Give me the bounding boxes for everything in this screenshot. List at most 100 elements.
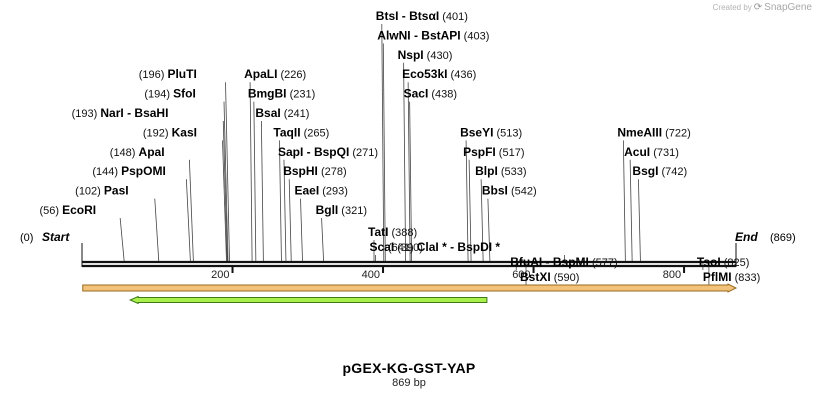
site-position: (196) (139, 69, 168, 81)
svg-text:BseYI (513): BseYI (513) (460, 125, 522, 139)
orange-feature[interactable] (82, 283, 738, 293)
site-enzyme: BseYI (460, 125, 493, 139)
axis-tick-label: 400 (362, 269, 380, 281)
site-bbsi[interactable]: BbsI (542) (482, 184, 537, 198)
site-apali[interactable]: ApaLI (226) (244, 67, 306, 81)
site-alwni[interactable]: AlwNI - BstAPI (403) (377, 28, 489, 42)
site-position: (241) (281, 108, 310, 120)
site-kasi[interactable]: (192) KasI (143, 125, 197, 139)
svg-text:PspFI (517): PspFI (517) (463, 145, 524, 159)
svg-text:TatI (388): TatI (388) (368, 225, 417, 239)
site-scai[interactable]: ScaI (390) (370, 240, 423, 254)
site-bseyi[interactable]: BseYI (513) (460, 125, 522, 139)
site-acui[interactable]: AcuI (731) (624, 145, 679, 159)
svg-text:SacI (438): SacI (438) (404, 87, 457, 101)
site-position: (390) (394, 242, 423, 254)
site-pluti[interactable]: (196) PluTI (139, 67, 197, 81)
site-bsphi[interactable]: BspHI (278) (283, 164, 346, 178)
svg-text:NspI (430): NspI (430) (398, 48, 453, 62)
site-pspomi[interactable]: (144) PspOMI (92, 164, 165, 178)
green-feature[interactable] (128, 295, 488, 305)
site-position: (517) (496, 147, 525, 159)
sequence-ends: (0) Start End (869) (20, 230, 796, 244)
site-position: (825) (721, 257, 750, 269)
site-position: (833) (732, 272, 761, 284)
svg-text:(148) ApaI: (148) ApaI (110, 145, 165, 159)
site-bmgbi[interactable]: BmgBI (231) (248, 87, 315, 101)
site-enzyme: PluTI (167, 67, 196, 81)
site-enzyme: TaqII (273, 125, 300, 139)
site-leader (465, 140, 469, 262)
site-apai[interactable]: (148) ApaI (110, 145, 165, 159)
site-leader (300, 198, 303, 262)
site-position: (265) (301, 127, 330, 139)
svg-text:BsaI (241): BsaI (241) (255, 106, 309, 120)
site-position: (144) (92, 166, 121, 178)
site-enzyme: TatI (368, 225, 388, 239)
site-tsoi[interactable]: TsoI (825) (697, 255, 750, 269)
site-pspfi[interactable]: PspFI (517) (463, 145, 524, 159)
site-enzyme: BmgBI (248, 87, 287, 101)
site-position: (194) (144, 89, 173, 101)
site-position: (226) (277, 69, 306, 81)
site-position: (271) (349, 147, 378, 159)
svg-text:BsgI (742): BsgI (742) (632, 164, 687, 178)
site-bstxi[interactable]: BstXI (590) (520, 270, 579, 284)
axis-tick-label: 600 (512, 269, 530, 281)
site-position: (436) (448, 69, 477, 81)
site-ecori[interactable]: (56) EcoRI (39, 203, 96, 217)
site-clai[interactable]: (641) ClaI * - BspDI * (388, 240, 500, 254)
site-eco53ki[interactable]: Eco53kI (436) (402, 67, 476, 81)
site-leader (188, 159, 194, 262)
site-leader (321, 217, 324, 262)
site-leader (223, 101, 229, 262)
site-leader (403, 62, 407, 262)
site-enzyme: BspHI (283, 164, 318, 178)
site-nari[interactable]: (193) NarI - BsaHI (72, 106, 169, 120)
site-pflmi[interactable]: PflMI (833) (703, 270, 760, 284)
snapgene-credit: Created by ⟳ SnapGene (713, 2, 812, 13)
svg-text:(144) PspOMI: (144) PspOMI (92, 164, 165, 178)
site-pasi[interactable]: (102) PasI (75, 184, 128, 198)
site-position: (148) (110, 147, 139, 159)
svg-text:PflMI (833): PflMI (833) (703, 270, 760, 284)
site-tati[interactable]: TatI (388) (368, 225, 417, 239)
site-bgli[interactable]: BglI (321) (316, 203, 367, 217)
svg-text:AlwNI - BstAPI (403): AlwNI - BstAPI (403) (377, 28, 489, 42)
site-leader (154, 198, 160, 262)
site-leader (283, 159, 287, 262)
site-nspi[interactable]: NspI (430) (398, 48, 453, 62)
site-nmeaiii[interactable]: NmeAIII (722) (617, 125, 690, 139)
site-enzyme: AcuI (624, 145, 650, 159)
site-leader (253, 101, 257, 262)
site-bfuai[interactable]: BfuAI - BspMI (577) (510, 255, 617, 269)
plasmid-name: pGEX-KG-GST-YAP (342, 360, 476, 376)
site-bsgi[interactable]: BsgI (742) (632, 164, 687, 178)
site-btsi[interactable]: BtsI - BtsαI (401) (376, 9, 468, 23)
site-position: (542) (508, 186, 537, 198)
site-enzyme: NspI (398, 48, 424, 62)
site-bsai[interactable]: BsaI (241) (255, 106, 309, 120)
site-eaei[interactable]: EaeI (293) (295, 184, 348, 198)
site-position: (102) (75, 186, 104, 198)
svg-text:(192) KasI: (192) KasI (143, 125, 197, 139)
end-position: (869) (770, 232, 796, 244)
site-leader (381, 23, 385, 262)
site-position: (192) (143, 127, 172, 139)
svg-text:TsoI (825): TsoI (825) (697, 255, 750, 269)
site-position: (388) (388, 227, 417, 239)
site-enzyme: SapI - BspQI (278, 145, 349, 159)
site-sapi[interactable]: SapI - BspQI (271) (278, 145, 378, 159)
sequence-backbone (81, 243, 737, 268)
site-position: (293) (319, 186, 348, 198)
site-saci[interactable]: SacI (438) (404, 87, 457, 101)
svg-text:BfuAI - BspMI (577): BfuAI - BspMI (577) (510, 255, 617, 269)
site-sfoi[interactable]: (194) SfoI (144, 87, 195, 101)
site-enzyme: BsaI (255, 106, 280, 120)
site-leader (468, 159, 472, 262)
svg-text:(641) ClaI * - BspDI *: (641) ClaI * - BspDI * (388, 240, 500, 254)
site-blpi[interactable]: BlpI (533) (475, 164, 526, 178)
axis-tick-label: 800 (663, 269, 681, 281)
svg-text:BbsI (542): BbsI (542) (482, 184, 537, 198)
site-taqii[interactable]: TaqII (265) (273, 125, 329, 139)
